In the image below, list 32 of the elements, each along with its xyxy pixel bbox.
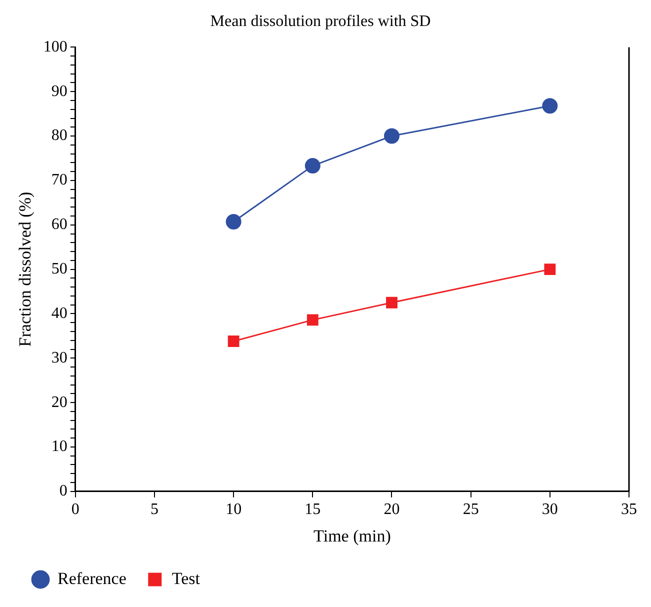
- y-tick-label: 60: [51, 216, 68, 234]
- point: [306, 314, 318, 326]
- y-tick-label: 20: [51, 394, 68, 411]
- x-tick-label: 15: [304, 501, 321, 518]
- y-axis-title: Fraction dissolved (%): [16, 192, 35, 347]
- x-tick-label: 10: [226, 501, 242, 518]
- x-tick-label: 25: [462, 501, 479, 518]
- point: [384, 128, 400, 144]
- point: [226, 214, 242, 230]
- x-tick-label: 35: [621, 501, 637, 518]
- y-tick-label: 10: [51, 438, 68, 456]
- x-tick-label: 5: [150, 501, 158, 518]
- legend-label: Reference: [58, 568, 126, 588]
- y-tick-label: 40: [51, 304, 68, 322]
- y-tick-label: 0: [59, 482, 68, 500]
- x-tick-label: 30: [542, 501, 558, 518]
- x-tick-label: 0: [71, 501, 80, 518]
- point: [544, 264, 556, 275]
- y-tick-label: 100: [43, 38, 68, 56]
- point: [304, 158, 320, 174]
- point: [542, 98, 558, 114]
- y-tick-label: 70: [51, 172, 68, 189]
- chart-title: Mean dissolution profiles with SD: [210, 12, 431, 30]
- y-tick-label: 30: [51, 349, 68, 366]
- x-tick-label: 20: [384, 501, 400, 518]
- x-axis-title: Time (min): [314, 526, 391, 546]
- y-tick-label: 50: [51, 260, 68, 278]
- point: [228, 336, 240, 347]
- y-tick-label: 80: [51, 127, 68, 144]
- legend-label: Test: [172, 568, 200, 588]
- point: [386, 296, 398, 308]
- y-tick-label: 90: [51, 82, 68, 100]
